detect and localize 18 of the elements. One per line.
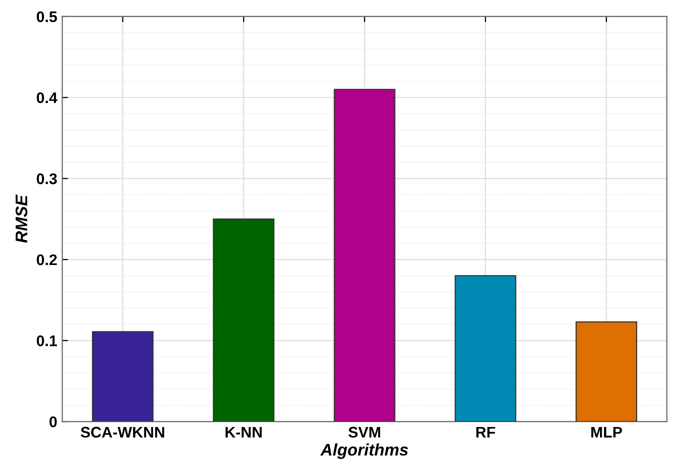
x-tick-label: SCA-WKNN (80, 426, 164, 438)
x-tick-label: RF (476, 426, 496, 438)
x-tick-label: SVM (348, 426, 380, 438)
y-tick-label: 0.4 (36, 92, 58, 104)
y-tick-label: 0.3 (36, 173, 57, 184)
y-tick-label: 0 (50, 416, 57, 428)
y-axis-title: RMSE (16, 194, 28, 243)
bar (334, 88, 396, 422)
x-tick-label: K-NN (226, 426, 262, 438)
bar (212, 218, 274, 422)
bar (454, 275, 516, 422)
bar (92, 331, 154, 422)
bar (576, 321, 638, 422)
y-tick-label: 0.5 (36, 11, 57, 22)
x-axis-title: Algorithms (320, 443, 408, 459)
y-tick-label: 0.2 (36, 254, 57, 266)
x-tick-label: MLP (591, 426, 622, 438)
y-tick-label: 0.1 (36, 335, 57, 346)
